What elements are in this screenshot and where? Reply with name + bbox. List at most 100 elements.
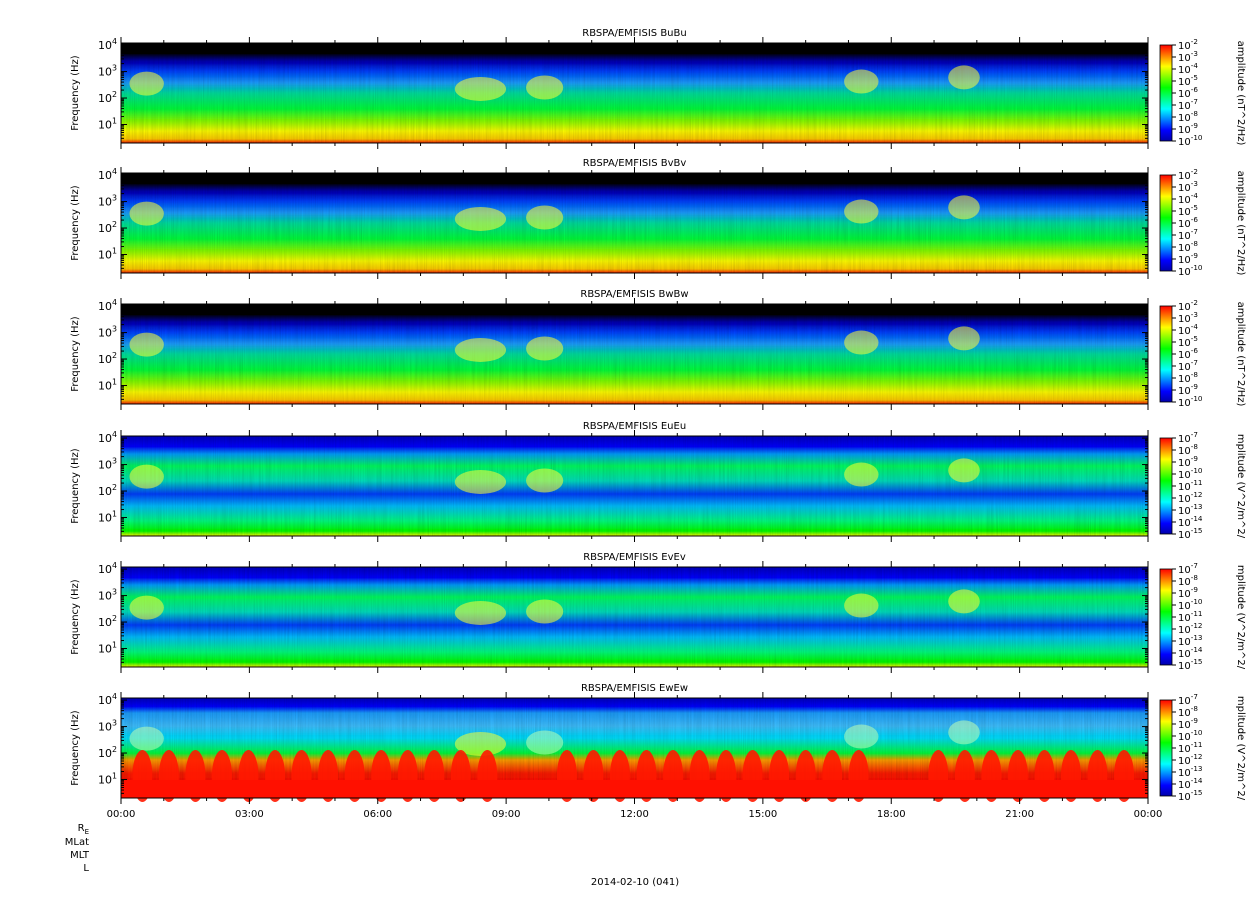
- colorbar-tick-label: 10-7: [1178, 561, 1198, 576]
- y-axis-label: Frequency (Hz): [70, 448, 81, 524]
- colorbar-tick-label: 10-5: [1178, 203, 1198, 218]
- emission-feature: [454, 600, 507, 625]
- y-tick-label: 104: [98, 37, 117, 52]
- emission-feature: [129, 201, 164, 226]
- x-tick-label: 21:00: [1005, 809, 1034, 820]
- spectrogram-panels: RBSPA/EMFISIS BuBu 101 102 103 104 Frequency …: [70, 28, 1246, 804]
- x-tick-label: 09:00: [492, 809, 521, 820]
- colorbar-label: amplitude (nT^2/Hz): [1235, 41, 1246, 146]
- colorbar-tick-label: 10-8: [1178, 573, 1198, 588]
- colorbar-tick-label: 10-9: [1178, 382, 1198, 397]
- y-tick-label: 101: [98, 509, 117, 524]
- x-tick-label: 06:00: [363, 809, 392, 820]
- emission-feature: [948, 65, 980, 90]
- colorbar: [1159, 305, 1173, 403]
- panel-title: RBSPA/EMFISIS EuEu: [583, 421, 686, 432]
- emission-feature: [948, 195, 980, 220]
- colorbar-label: mplitude (V^2/m^2/: [1235, 696, 1246, 801]
- emission-feature: [844, 199, 879, 224]
- x-tick-label: 15:00: [748, 809, 777, 820]
- y-axis-label: Frequency (Hz): [70, 710, 81, 786]
- emission-feature: [129, 71, 164, 96]
- emission-feature: [129, 595, 164, 620]
- colorbar-tick-label: 10-11: [1178, 478, 1202, 493]
- y-tick-label: 104: [98, 430, 117, 445]
- emission-feature: [526, 599, 564, 624]
- colorbar-tick-label: 10-4: [1178, 61, 1198, 76]
- colorbar-tick-label: 10-11: [1178, 609, 1202, 624]
- colorbar-tick-label: 10-3: [1178, 310, 1198, 325]
- y-tick-label: 102: [98, 614, 117, 629]
- spectrogram-panel: RBSPA/EMFISIS EvEv 101 102 103 104 Frequency …: [70, 552, 1246, 673]
- colorbar-tick-label: 10-14: [1178, 645, 1203, 660]
- x-tick-label: 18:00: [877, 809, 906, 820]
- y-tick-label: 102: [98, 351, 117, 366]
- emission-feature: [454, 76, 507, 101]
- emission-feature: [129, 726, 164, 751]
- emission-feature: [121, 780, 1148, 798]
- colorbar-tick-label: 10-9: [1178, 121, 1198, 136]
- y-tick-label: 102: [98, 220, 117, 235]
- spectrogram-panel: RBSPA/EMFISIS BvBv 101 102 103 104 Frequency …: [70, 158, 1246, 279]
- emission-feature: [948, 720, 980, 745]
- colorbar-tick-label: 10-6: [1178, 346, 1198, 361]
- y-tick-label: 104: [98, 692, 117, 707]
- colorbar-tick-label: 10-7: [1178, 227, 1198, 242]
- colorbar-tick-label: 10-7: [1178, 692, 1198, 707]
- colorbar-tick-label: 10-10: [1178, 394, 1203, 409]
- colorbar-tick-label: 10-12: [1178, 490, 1202, 505]
- y-tick-label: 104: [98, 298, 117, 313]
- x-tick-label: 03:00: [235, 809, 264, 820]
- colorbar-tick-label: 10-5: [1178, 334, 1198, 349]
- spectrogram-panel: RBSPA/EMFISIS BwBw 101 102 103 104 Frequency …: [70, 289, 1246, 410]
- colorbar-label: mplitude (V^2/m^2/: [1235, 565, 1246, 670]
- spectrogram-image: [121, 43, 1148, 143]
- ephemeris-label: MLat: [65, 837, 89, 848]
- colorbar: [1159, 44, 1173, 142]
- ephemeris-label: L: [83, 863, 89, 874]
- colorbar-tick-label: 10-14: [1178, 776, 1203, 791]
- y-tick-label: 101: [98, 377, 117, 392]
- colorbar-tick-label: 10-3: [1178, 179, 1198, 194]
- emission-feature: [844, 462, 879, 487]
- emission-feature: [948, 589, 980, 614]
- colorbar-tick-label: 10-12: [1178, 621, 1202, 636]
- y-tick-label: 103: [98, 325, 117, 340]
- emission-feature: [454, 731, 507, 756]
- emission-feature: [526, 75, 564, 100]
- colorbar-tick-label: 10-8: [1178, 109, 1198, 124]
- colorbar-tick-label: 10-8: [1178, 239, 1198, 254]
- y-tick-label: 101: [98, 771, 117, 786]
- colorbar-tick-label: 10-2: [1178, 298, 1198, 313]
- spectrogram-panel: RBSPA/EMFISIS EuEu 101 102 103 104 Frequency …: [70, 421, 1246, 542]
- y-axis-label: Frequency (Hz): [70, 185, 81, 261]
- y-tick-label: 103: [98, 719, 117, 734]
- emission-feature: [526, 336, 564, 361]
- y-tick-label: 103: [98, 64, 117, 79]
- colorbar-tick-label: 10-4: [1178, 191, 1198, 206]
- colorbar-tick-label: 10-13: [1178, 633, 1202, 648]
- y-tick-label: 103: [98, 194, 117, 209]
- y-tick-label: 102: [98, 90, 117, 105]
- emission-feature: [948, 458, 980, 483]
- ephemeris-label: MLT: [70, 850, 90, 861]
- spectrogram-image: [121, 304, 1148, 404]
- emission-feature: [129, 332, 164, 357]
- y-tick-label: 101: [98, 246, 117, 261]
- emission-feature: [129, 464, 164, 489]
- emission-feature: [844, 593, 879, 618]
- ephemeris-label: RE: [78, 823, 89, 836]
- colorbar-tick-label: 10-3: [1178, 49, 1198, 64]
- x-tick-label: 00:00: [107, 809, 136, 820]
- colorbar-tick-label: 10-15: [1178, 526, 1202, 541]
- emission-feature: [454, 469, 507, 494]
- y-tick-label: 101: [98, 640, 117, 655]
- colorbar-tick-label: 10-8: [1178, 704, 1198, 719]
- colorbar-tick-label: 10-13: [1178, 502, 1202, 517]
- emission-feature: [526, 205, 564, 230]
- panel-title: RBSPA/EMFISIS BvBv: [583, 158, 687, 169]
- colorbar: [1159, 437, 1173, 535]
- colorbar-tick-label: 10-9: [1178, 251, 1198, 266]
- date-label: 2014-02-10 (041): [591, 877, 679, 888]
